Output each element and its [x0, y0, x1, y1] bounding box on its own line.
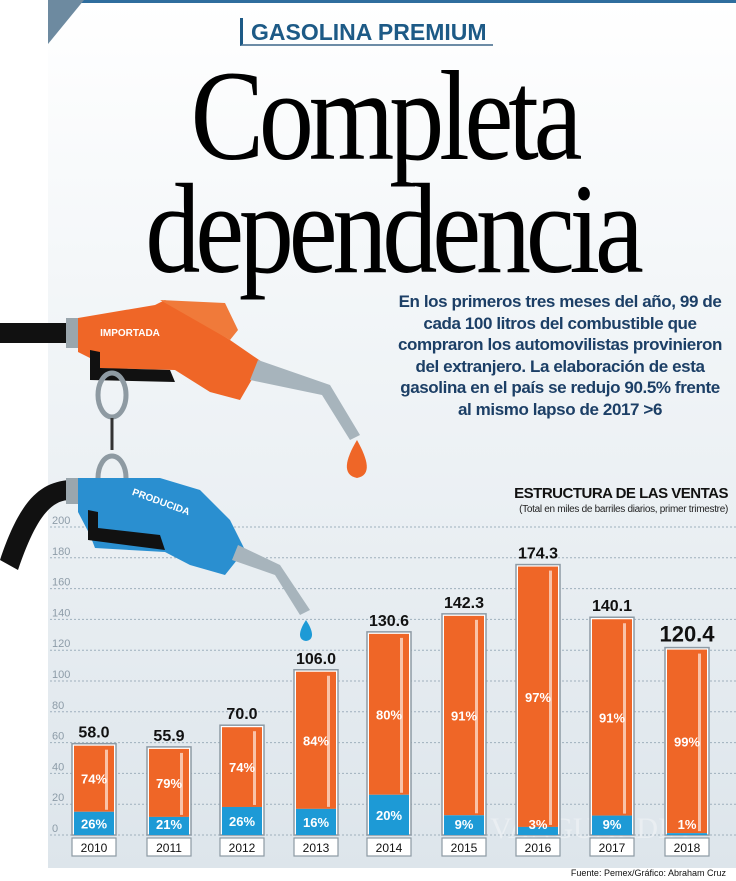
bar-produced — [369, 794, 409, 835]
x-tick-label: 2014 — [376, 841, 403, 855]
imported-pct-label: 74% — [81, 772, 107, 787]
section-kicker: GASOLINA PREMIUM — [240, 18, 493, 46]
produced-pct-label: 21% — [156, 817, 182, 832]
y-tick-label: 160 — [52, 577, 70, 589]
x-tick-label: 2017 — [599, 841, 626, 855]
y-tick-label: 40 — [52, 761, 64, 773]
year-box — [71, 837, 117, 857]
chart-subtitle: (Total en miles de barriles diarios, pri… — [519, 504, 728, 515]
source-credit: Fuente: Pemex/Gráfico: Abraham Cruz — [570, 868, 726, 878]
gridlines: 0 20 40 60 80 100 120 140 160 180 200 — [50, 515, 736, 836]
total-label: 142.3 — [444, 595, 484, 612]
bar-produced — [518, 826, 558, 835]
y-tick-label: 180 — [52, 546, 70, 558]
total-label: 130.6 — [369, 613, 409, 630]
total-label: 120.4 — [659, 622, 715, 647]
y-tick-label: 120 — [52, 638, 70, 650]
imported-pump-illustration: IMPORTADA — [0, 300, 367, 478]
total-label: 140.1 — [592, 598, 632, 615]
bar-produced — [592, 815, 632, 835]
y-tick-label: 80 — [52, 700, 64, 712]
bar-highlight — [623, 623, 626, 814]
bar-group-2016: 174.3 97% 3% 2016 — [515, 546, 561, 857]
bar-highlight — [253, 731, 256, 805]
total-label: 70.0 — [226, 706, 257, 723]
bar-group-2010: 58.0 74% 26% 2010 — [71, 725, 117, 857]
year-box — [146, 837, 192, 857]
bar-group-2015: 142.3 91% 9% 2015 — [441, 595, 487, 857]
bar-group-2013: 106.0 84% 16% 2013 — [293, 651, 339, 857]
total-label: 174.3 — [518, 546, 558, 563]
produced-pct-label: 26% — [81, 816, 107, 831]
headline-line-1: Completa — [190, 45, 583, 187]
total-label: 106.0 — [296, 651, 336, 668]
produced-pct-label: 3% — [529, 817, 548, 832]
x-tick-label: 2018 — [674, 841, 701, 855]
bar-group-2012: 70.0 74% 26% 2012 — [219, 706, 265, 857]
x-tick-label: 2010 — [81, 841, 108, 855]
year-box — [293, 837, 339, 857]
bar-produced — [444, 815, 484, 835]
headline-line-2: dependencia — [145, 158, 643, 300]
imported-pct-label: 74% — [229, 760, 255, 775]
bar-produced — [296, 808, 336, 835]
produced-pct-label: 26% — [229, 814, 255, 829]
x-tick-label: 2011 — [156, 841, 182, 855]
total-label: 58.0 — [78, 725, 109, 742]
corner-decoration — [48, 0, 84, 44]
y-tick-label: 0 — [52, 823, 58, 835]
x-tick-label: 2016 — [525, 841, 552, 855]
imported-pct-label: 99% — [674, 734, 700, 749]
year-box — [219, 837, 265, 857]
bar-produced — [222, 806, 262, 835]
y-tick-label: 200 — [52, 515, 70, 527]
year-box — [515, 837, 561, 857]
bar-group-2017: 140.1 91% 9% 2017 — [589, 598, 635, 857]
imported-pct-label: 91% — [451, 709, 477, 724]
total-label: 55.9 — [153, 728, 184, 745]
x-tick-label: 2012 — [229, 841, 256, 855]
bar-highlight — [549, 570, 552, 825]
bar-produced — [74, 811, 114, 835]
imported-pct-label: 79% — [156, 776, 182, 791]
bar-produced — [667, 833, 707, 835]
year-box — [366, 837, 412, 857]
produced-pct-label: 9% — [455, 817, 474, 832]
produced-pct-label: 9% — [603, 817, 622, 832]
bar-group-2018: 120.4 99% 1% 2018 — [659, 622, 715, 857]
y-tick-label: 140 — [52, 607, 70, 619]
bar-produced — [149, 816, 189, 835]
orange-drop-icon — [346, 440, 367, 478]
year-box — [589, 837, 635, 857]
imported-pct-label: 97% — [525, 690, 551, 705]
imported-pct-label: 80% — [376, 707, 402, 722]
top-rule — [48, 0, 736, 3]
bar-highlight — [327, 675, 330, 807]
y-tick-label: 60 — [52, 731, 64, 743]
bar-highlight — [105, 749, 108, 810]
x-tick-label: 2015 — [451, 841, 478, 855]
bar-highlight — [698, 653, 701, 832]
bar-highlight — [475, 619, 478, 814]
imported-pct-label: 91% — [599, 710, 625, 725]
year-box — [664, 837, 710, 857]
y-tick-label: 20 — [52, 792, 64, 804]
chart-title: ESTRUCTURA DE LAS VENTAS — [514, 485, 728, 502]
y-tick-label: 100 — [52, 669, 70, 681]
produced-pct-label: 20% — [376, 808, 402, 823]
bar-group-2014: 130.6 80% 20% 2014 — [366, 613, 412, 857]
bar-highlight — [180, 752, 183, 815]
blue-drop-icon — [300, 620, 312, 641]
year-box — [441, 837, 487, 857]
bar-highlight — [400, 637, 403, 793]
imported-pct-label: 84% — [303, 733, 329, 748]
imported-label: IMPORTADA — [100, 328, 160, 339]
produced-pct-label: 1% — [678, 817, 697, 832]
bar-group-2011: 55.9 79% 21% 2011 — [146, 728, 192, 857]
lede-paragraph: En los primeros tres meses del año, 99 d… — [397, 292, 723, 419]
x-tick-label: 2013 — [303, 841, 330, 855]
produced-pct-label: 16% — [303, 815, 329, 830]
produced-pump-illustration: PRODUCIDA — [0, 478, 312, 641]
